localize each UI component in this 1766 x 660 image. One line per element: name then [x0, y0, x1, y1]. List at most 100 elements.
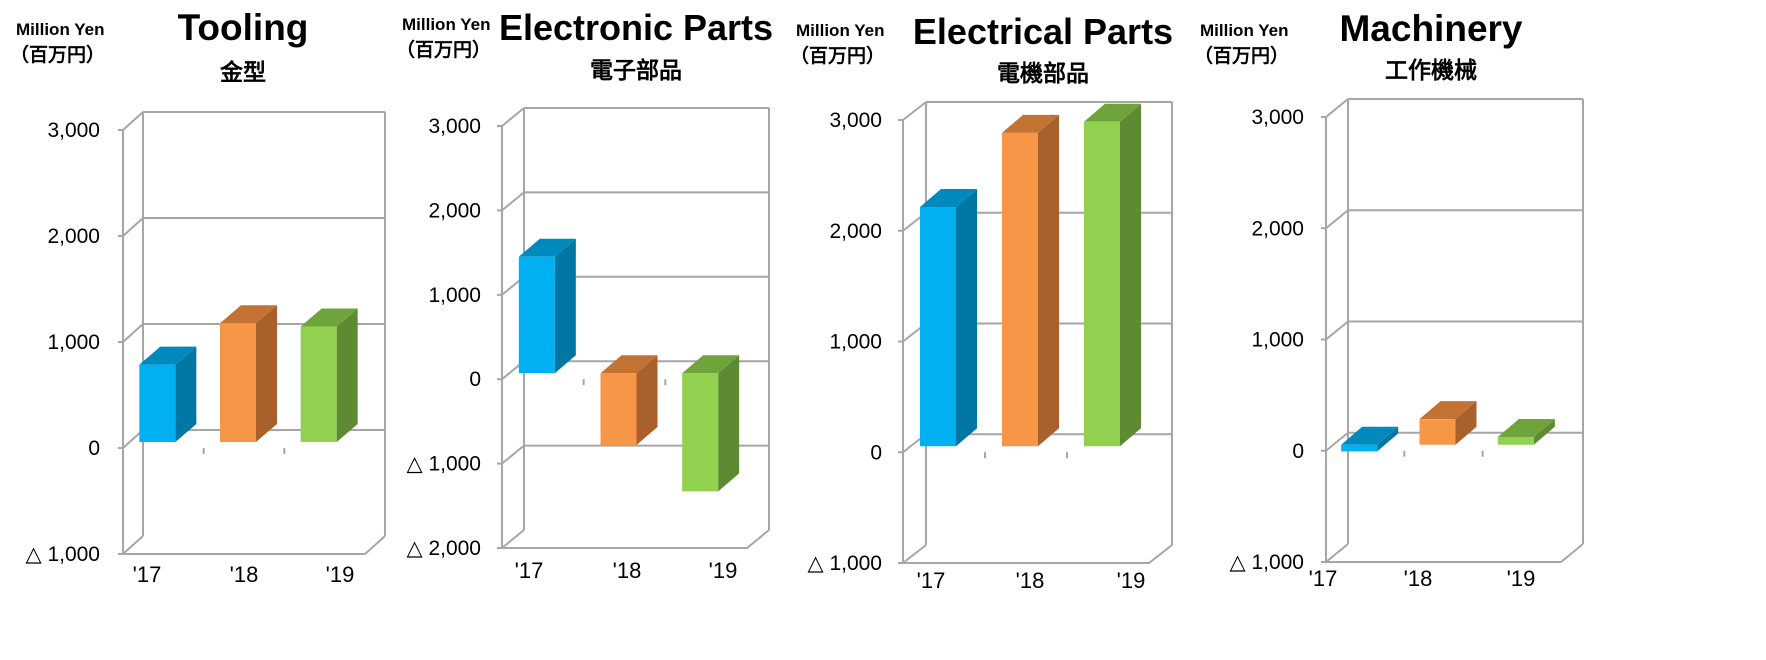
bar-top	[1497, 418, 1555, 437]
y-tick-label: △ 1,000	[25, 543, 100, 566]
chart-svg-electronic-parts: Million Yen （百万円） Electronic Parts 電子部品 3,00…	[396, 7, 773, 583]
left-wall-top	[902, 101, 927, 121]
chart-panel-tooling: Million Yen （百万円） Tooling 金型 3,000 2,000 1,000…	[0, 0, 441, 660]
y-tick-label: △ 1,000	[1229, 551, 1304, 574]
bar-top	[1002, 114, 1059, 133]
bar-top	[920, 189, 977, 208]
bar	[518, 256, 555, 374]
bar-top	[682, 355, 740, 374]
unit-label-en: Million Yen	[16, 20, 104, 39]
bar	[139, 364, 176, 442]
y-tick-label: 1,000	[829, 331, 882, 354]
x-category-label: '19	[1507, 566, 1536, 591]
y-tick-label: 3,000	[1251, 106, 1304, 129]
y-tick-label: △ 1,000	[406, 453, 481, 476]
chart-subtitle: 金型	[219, 59, 266, 86]
chart-svg-machinery: Million Yen （百万円） Machinery 工作機械 3,000 2,000 1…	[1194, 8, 1584, 591]
bar-side	[175, 346, 197, 442]
chart-subtitle: 工作機械	[1385, 58, 1477, 84]
chart-svg-electrical-parts: Million Yen （百万円） Electrical Parts 電機部品 3,00…	[790, 11, 1173, 593]
bar-side	[1038, 114, 1059, 447]
bar	[300, 326, 337, 442]
x-category-label: '17	[917, 568, 946, 593]
chart-title: Electronic Parts	[499, 7, 773, 48]
bar-top	[1341, 426, 1399, 445]
floor-left-edge	[1325, 543, 1349, 563]
floor-left-edge	[122, 535, 144, 555]
chart-panel-electronic-parts: Million Yen （百万円） Electronic Parts 電子部品 3,00…	[396, 0, 882, 660]
floor-front-edge	[123, 535, 386, 555]
bar-side	[1120, 103, 1141, 447]
bar-side	[1533, 418, 1555, 445]
bar	[920, 207, 956, 447]
bar-side	[1377, 426, 1399, 452]
gridline	[1325, 209, 1583, 230]
bar-side	[636, 355, 658, 445]
left-wall-top	[122, 111, 144, 131]
floor-front-edge	[1326, 543, 1584, 563]
left-wall-top	[1325, 98, 1349, 118]
unit-label-ja: （百万円）	[396, 38, 491, 61]
unit-label-en: Million Yen	[402, 15, 490, 34]
y-tick-label: 1,000	[428, 284, 481, 307]
chart-panel-machinery: Million Yen （百万円） Machinery 工作機械 3,000 2,000 1…	[1194, 0, 1766, 660]
y-tick-label: 3,000	[829, 109, 882, 132]
y-tick-label: 2,000	[428, 199, 481, 222]
chart-title: Machinery	[1339, 8, 1522, 49]
bar-side	[554, 238, 576, 374]
bar-side	[336, 308, 358, 442]
unit-label-ja: （百万円）	[790, 44, 885, 67]
bar-side	[256, 305, 277, 442]
bar	[220, 323, 256, 442]
chart-subtitle: 電子部品	[590, 57, 682, 84]
x-category-label: '18	[230, 562, 259, 587]
floor-front-edge	[903, 544, 1173, 564]
bar	[1084, 121, 1120, 447]
y-tick-label: 0	[469, 368, 481, 391]
bar-top	[600, 355, 658, 374]
chart-subtitle: 電機部品	[997, 60, 1089, 87]
chart-panel-electrical-parts: Million Yen （百万円） Electrical Parts 電機部品 3,00…	[790, 0, 1323, 660]
x-category-label: '19	[709, 558, 738, 583]
y-tick-label: 2,000	[47, 225, 100, 248]
y-tick-label: 0	[88, 437, 100, 460]
unit-label-en: Million Yen	[1200, 21, 1288, 40]
floor-left-edge	[902, 544, 927, 564]
bar-top	[1084, 103, 1141, 122]
x-category-label: '18	[1016, 568, 1045, 593]
bar-side	[956, 189, 977, 447]
unit-label-en: Million Yen	[796, 21, 884, 40]
bar-side	[1455, 401, 1477, 445]
floor-left-edge	[501, 529, 525, 549]
floor-front-edge	[502, 529, 770, 549]
chart-title: Electrical Parts	[913, 11, 1173, 52]
bar	[1419, 419, 1456, 445]
y-tick-label: 2,000	[829, 220, 882, 243]
bar	[600, 373, 637, 445]
bar-top	[139, 346, 197, 365]
y-tick-label: 2,000	[1251, 217, 1304, 240]
bar-top	[300, 308, 358, 327]
x-category-label: '19	[1117, 568, 1146, 593]
gridline	[501, 191, 769, 212]
chart-svg-tooling: Million Yen （百万円） Tooling 金型 3,000 2,000 1,000…	[10, 7, 386, 587]
y-tick-label: △ 1,000	[807, 552, 882, 575]
bar	[1002, 132, 1038, 447]
y-tick-label: △ 2,000	[406, 537, 481, 560]
bar-top	[1419, 401, 1477, 420]
bar-top	[518, 238, 576, 257]
unit-label-ja: （百万円）	[1194, 44, 1289, 67]
y-tick-label: 1,000	[1251, 329, 1304, 352]
x-category-label: '17	[1309, 566, 1338, 591]
x-category-label: '17	[133, 562, 162, 587]
gridline	[1325, 320, 1583, 341]
x-category-label: '19	[326, 562, 355, 587]
y-tick-label: 3,000	[47, 119, 100, 142]
bar	[682, 373, 719, 492]
x-category-label: '18	[613, 558, 642, 583]
unit-label-ja: （百万円）	[10, 43, 105, 66]
bar	[1341, 444, 1378, 452]
y-tick-label: 0	[870, 441, 882, 464]
left-wall-top	[501, 107, 525, 127]
y-tick-label: 1,000	[47, 331, 100, 354]
